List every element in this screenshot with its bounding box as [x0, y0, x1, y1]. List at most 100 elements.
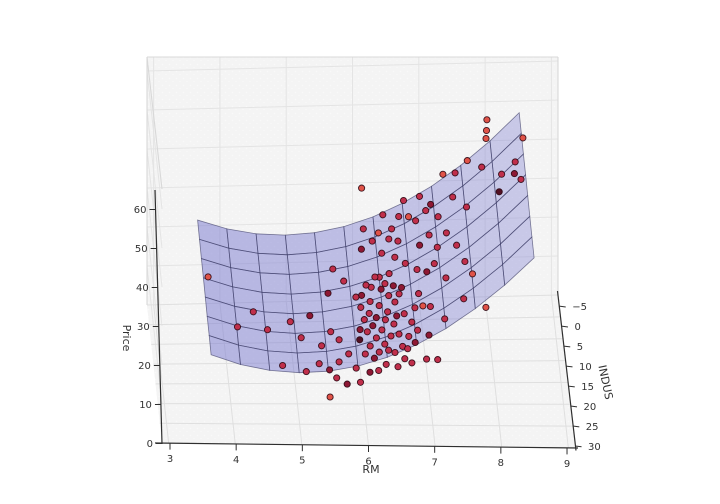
- scatter-point: [204, 273, 212, 281]
- x-axis-label: RM: [362, 463, 379, 476]
- scatter-point: [397, 283, 406, 292]
- left-grid-price: [146, 148, 163, 288]
- z-tick-label: 50: [135, 244, 148, 255]
- scatter-point: [357, 303, 365, 311]
- scatter-point: [495, 188, 503, 196]
- left-grid-price: [146, 187, 163, 327]
- scatter-point: [408, 359, 416, 367]
- scatter-point: [381, 340, 389, 348]
- scatter-point: [315, 360, 323, 368]
- floor-grid-rm: [285, 301, 303, 445]
- scatter-point: [362, 281, 370, 289]
- z-tick-label: 30: [137, 322, 150, 333]
- z-axis-label: Price: [120, 325, 133, 352]
- scatter-point: [302, 368, 310, 376]
- surface-cell: [267, 350, 300, 374]
- scatter-point: [399, 196, 408, 205]
- scatter-point: [249, 308, 257, 316]
- scatter-point: [326, 393, 334, 401]
- scatter-point: [395, 290, 403, 298]
- z-tick-label: 0: [147, 439, 153, 450]
- scatter-point: [393, 312, 401, 320]
- scatter-point: [412, 217, 420, 225]
- floor-grid-rm: [418, 298, 436, 447]
- scatter-point: [374, 229, 382, 237]
- y-tick-mark: [572, 425, 580, 428]
- scatter-point: [333, 374, 341, 382]
- scatter-point: [345, 350, 353, 358]
- scatter-point: [369, 322, 377, 330]
- scatter-point: [462, 203, 471, 211]
- scatter-point: [389, 282, 397, 290]
- scatter-point: [387, 332, 395, 340]
- scatter-point: [423, 268, 431, 276]
- scatter-point: [378, 326, 386, 334]
- scatter-point: [335, 358, 343, 366]
- scatter-point: [379, 211, 387, 219]
- scatter-point: [385, 235, 393, 243]
- scatter-point: [391, 253, 399, 261]
- scatter-point: [370, 354, 378, 362]
- scatter-point: [434, 213, 442, 221]
- scatter-point: [451, 169, 459, 177]
- y-tick-label: 10: [579, 362, 592, 373]
- x-tick-label: 3: [167, 454, 173, 465]
- scatter-point: [425, 331, 433, 339]
- z-tick-label: 20: [138, 361, 151, 372]
- surface-cell: [257, 252, 290, 275]
- scatter-point: [519, 134, 527, 142]
- y-tick-label: 5: [577, 342, 583, 353]
- scatter-point: [415, 290, 423, 298]
- floor-grid-indus: [153, 360, 566, 365]
- z-tick-label: 10: [139, 400, 152, 411]
- surface-cell: [288, 271, 321, 295]
- scatter-point: [461, 257, 469, 266]
- surface-cell: [286, 252, 319, 275]
- scatter-point: [326, 366, 334, 374]
- scatter-point: [463, 157, 471, 165]
- scatter-point: [510, 170, 518, 178]
- scatter-point: [423, 355, 431, 363]
- surface-cell: [259, 272, 292, 295]
- scatter-point: [442, 274, 450, 282]
- scatter-point: [401, 355, 409, 363]
- scatter-point: [343, 380, 351, 388]
- z-axis-spine: [154, 189, 163, 445]
- scatter-point: [366, 368, 374, 376]
- scatter-point: [279, 361, 287, 370]
- scatter-point: [356, 378, 365, 386]
- x-tick-label: 8: [498, 458, 504, 469]
- back-grid-price: [146, 99, 559, 111]
- surface-cell: [296, 350, 329, 374]
- x-tick-label: 9: [564, 459, 570, 470]
- scatter-point: [482, 134, 490, 143]
- scatter-point: [414, 326, 422, 334]
- surface-cell: [284, 232, 317, 256]
- scatter-point: [404, 345, 412, 353]
- scatter-point: [286, 318, 294, 326]
- scatter-point: [405, 332, 413, 340]
- x-tick-label: 6: [365, 457, 371, 468]
- scatter-point: [411, 304, 419, 312]
- y-tick-mark: [561, 325, 569, 328]
- scatter-point: [297, 334, 305, 342]
- scatter-point: [385, 292, 393, 300]
- scatter-point: [361, 350, 369, 358]
- scatter-point: [233, 323, 242, 331]
- scatter-points: [204, 116, 527, 401]
- back-grid-price: [146, 177, 559, 189]
- scatter-point: [382, 360, 390, 368]
- floor-grid-rm: [550, 295, 569, 448]
- y-tick-label: 25: [586, 422, 599, 433]
- scatter-point: [416, 241, 424, 249]
- scatter-point: [395, 212, 403, 221]
- pane-edges: [146, 56, 559, 305]
- scatter-point: [442, 229, 450, 237]
- scatter-point: [263, 326, 272, 334]
- scatter-point: [411, 338, 419, 347]
- y-tick-mark: [559, 305, 566, 308]
- scatter-point: [359, 225, 367, 233]
- scatter-point: [358, 184, 366, 192]
- scatter-point: [498, 170, 506, 178]
